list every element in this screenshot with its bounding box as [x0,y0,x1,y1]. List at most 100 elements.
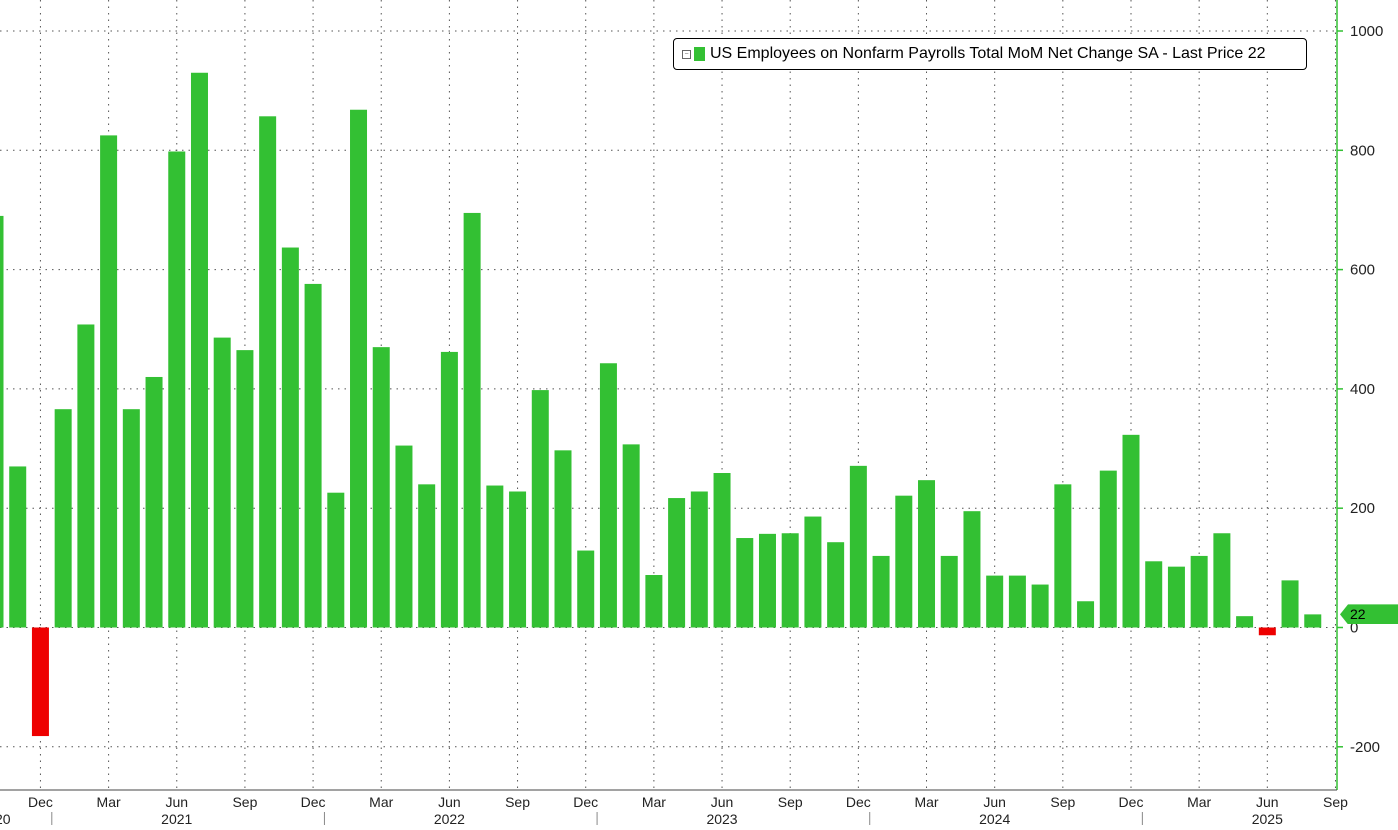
x-year-label: 2024 [979,811,1010,825]
bar [758,533,776,628]
bar [145,376,163,628]
y-tick-label: 800 [1350,142,1375,159]
last-price-tag: 22 [1340,604,1398,625]
bar [1122,434,1140,628]
bar [1190,555,1208,628]
bar [1258,627,1276,636]
bar [1304,614,1322,628]
y-tick-label: 200 [1350,500,1375,517]
x-month-label: Mar [369,794,393,810]
bar [1054,484,1072,628]
y-axis: -200 0 200 400 600 800 1000 [1336,0,1383,790]
x-month-label: Jun [1256,794,1279,810]
bar [918,480,936,628]
x-month-label: Sep [1323,794,1348,810]
bar [690,491,708,628]
bar [236,350,254,628]
bar [100,135,118,628]
bar [1213,533,1231,628]
bar [259,116,277,628]
x-month-label: Jun [438,794,461,810]
bar [9,466,27,628]
legend-swatch [694,47,705,61]
bar [418,484,436,628]
bar [827,542,845,628]
bar [372,347,390,628]
bar [963,511,981,628]
bar [122,409,140,628]
bar [895,495,913,628]
bar [31,627,49,737]
x-month-label: Sep [778,794,803,810]
bar [440,351,458,628]
bar [577,550,595,628]
x-month-label: Dec [1119,794,1144,810]
bar [986,575,1004,628]
bar [168,151,186,628]
x-month-label: Jun [165,794,188,810]
x-month-label: Dec [573,794,598,810]
bars [0,72,1322,737]
bar [554,450,572,628]
x-axis: Dec Mar Jun Sep Dec Mar Jun Sep Dec Mar Jun Sep Dec M… [0,789,1348,827]
x-month-label: Jun [711,794,734,810]
bar [1077,601,1095,628]
x-month-label: Mar [914,794,938,810]
x-month-label: Sep [505,794,530,810]
x-month-label: Mar [97,794,121,810]
bar [713,473,731,628]
y-tick-label: 400 [1350,381,1375,398]
x-year-label: 2021 [161,811,192,825]
bar [736,538,754,628]
bar [1167,566,1185,628]
x-month-label: Jun [983,794,1006,810]
x-month-label: Mar [642,794,666,810]
bar [645,575,663,628]
bar [1236,616,1254,628]
legend-label: US Employees on Nonfarm Payrolls Total M… [710,45,1266,62]
x-month-label: Dec [846,794,871,810]
bar [804,516,822,628]
bar [668,498,686,628]
bar [1145,561,1163,628]
bar [1281,580,1299,628]
bar [622,444,640,628]
y-tick-label: 600 [1350,262,1375,279]
bar [281,247,299,628]
bar [77,324,95,628]
bar [872,555,890,628]
x-year-label: 2025 [1252,811,1283,825]
bar [350,109,368,628]
bar [54,409,72,628]
bar [213,337,231,628]
last-price-value: 22 [1350,606,1366,623]
bar [849,465,867,628]
bar [599,363,617,628]
x-year-label: 2022 [434,811,465,825]
bar [1099,470,1117,628]
bar [1031,584,1049,628]
bar [940,555,958,628]
x-month-label: Sep [1050,794,1075,810]
x-month-label: Sep [232,794,257,810]
y-tick-label: 0 [1350,620,1358,637]
y-tick-label: -200 [1350,739,1380,756]
y-tick-label: 1000 [1350,23,1383,40]
bar [327,492,345,628]
chart-legend[interactable]: − US Employees on Nonfarm Payrolls Total… [673,38,1307,70]
bar [190,72,208,628]
bar [463,212,481,628]
collapse-icon[interactable]: − [682,49,691,59]
bar [531,390,549,628]
bar [395,445,413,628]
bar [781,533,799,628]
bar [0,215,4,628]
bar [304,283,322,628]
bar [486,485,504,628]
bar [1008,575,1026,628]
x-month-label: Dec [301,794,326,810]
x-year-label: 2023 [706,811,737,825]
bar [509,491,527,628]
